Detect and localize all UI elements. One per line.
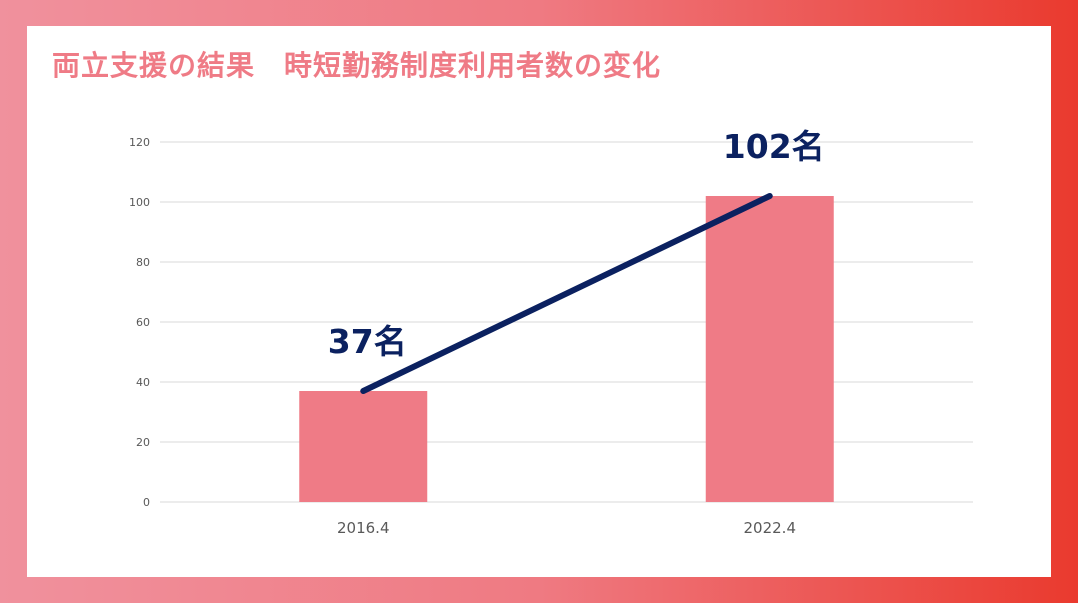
slide-panel: [27, 26, 1051, 577]
gridlines: [160, 141, 973, 503]
bar: [299, 391, 428, 502]
trend-line-group: [360, 193, 773, 394]
data-labels: 37名 102名: [328, 127, 825, 361]
y-axis-ticks: 0 20 40 60 80 100 120: [129, 136, 150, 509]
data-label: 102名: [723, 127, 825, 166]
y-tick-label: 0: [143, 496, 150, 509]
chart-title: 両立支援の結果 時短勤務制度利用者数の変化: [52, 49, 662, 82]
y-tick-label: 80: [136, 256, 150, 269]
trend-line: [360, 193, 773, 394]
y-tick-label: 120: [129, 136, 150, 149]
y-tick-label: 20: [136, 436, 150, 449]
bars: [299, 196, 834, 502]
y-tick-label: 100: [129, 196, 150, 209]
y-tick-label: 60: [136, 316, 150, 329]
x-category-label: 2022.4: [744, 519, 797, 537]
y-tick-label: 40: [136, 376, 150, 389]
bar: [705, 196, 834, 502]
x-axis-categories: 2016.4 2022.4: [337, 519, 796, 537]
x-category-label: 2016.4: [337, 519, 390, 537]
data-label: 37名: [328, 322, 407, 361]
